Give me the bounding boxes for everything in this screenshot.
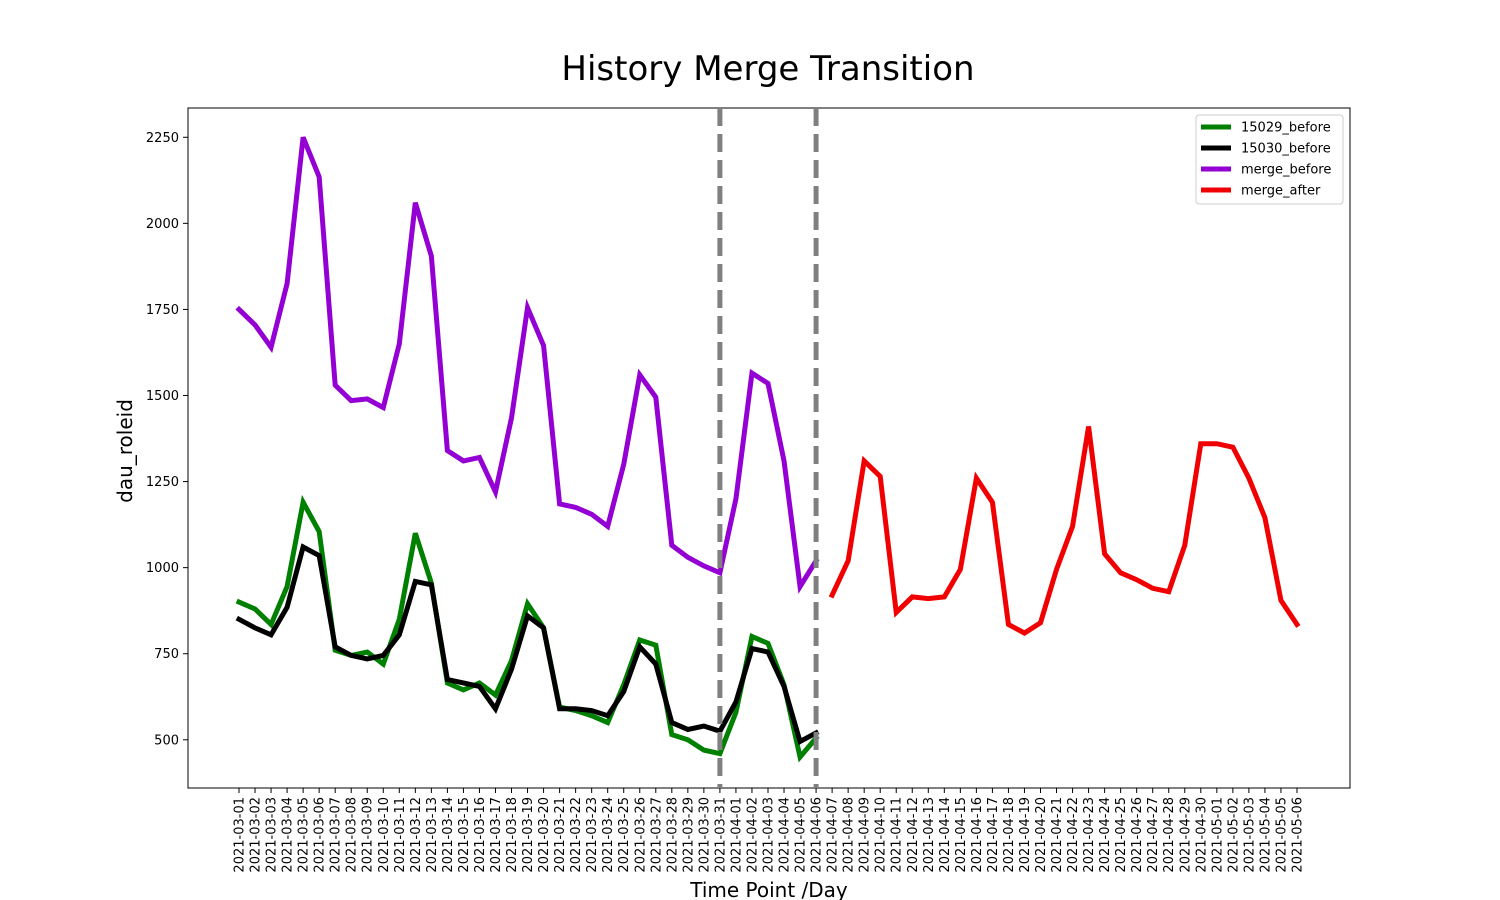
x-tick-label: 2021-04-19 <box>1018 797 1033 873</box>
x-tick-label: 2021-04-02 <box>745 797 760 873</box>
x-axis-label: Time Point /Day <box>689 878 848 900</box>
x-tick-label: 2021-03-08 <box>345 797 360 873</box>
series-line-15029_before <box>235 494 820 763</box>
x-tick-label: 2021-03-31 <box>713 797 728 873</box>
x-tick-label: 2021-04-30 <box>1194 797 1209 873</box>
x-tick-label: 2021-03-01 <box>233 797 248 873</box>
x-tick-label: 2021-04-14 <box>938 797 953 873</box>
x-tick-label: 2021-03-13 <box>425 797 440 873</box>
x-tick-label: 2021-04-18 <box>1002 797 1017 873</box>
x-tick-label: 2021-04-10 <box>874 797 889 873</box>
x-tick-label: 2021-05-03 <box>1242 797 1257 873</box>
x-tick-label: 2021-05-02 <box>1226 797 1241 873</box>
x-tick-label: 2021-04-13 <box>922 797 937 873</box>
y-axis: 500 750 1000 1250 1500 1750 2000 2250 <box>146 131 188 748</box>
x-tick-label: 2021-03-10 <box>377 797 392 873</box>
y-tick-label: 2000 <box>146 217 179 232</box>
x-tick-label: 2021-04-01 <box>729 797 744 873</box>
x-tick-label: 2021-04-29 <box>1178 797 1193 873</box>
x-tick-label: 2021-04-03 <box>761 797 776 873</box>
x-tick-label: 2021-04-25 <box>1114 797 1129 873</box>
x-tick-label: 2021-03-16 <box>473 797 488 873</box>
x-tick-label: 2021-03-29 <box>681 797 696 873</box>
x-tick-label: 2021-04-07 <box>826 797 841 873</box>
x-tick-label: 2021-04-17 <box>986 797 1001 873</box>
x-tick-label: 2021-03-22 <box>569 797 584 873</box>
x-tick-label: 2021-03-30 <box>697 797 712 873</box>
legend: 15029_before 15030_before merge_beforemerg… <box>1195 114 1344 205</box>
x-tick-label: 2021-03-20 <box>537 797 552 873</box>
legend-label-15029_before: 15029_before <box>1241 121 1331 136</box>
x-tick-label: 2021-04-22 <box>1066 797 1081 873</box>
x-tick-label: 2021-04-24 <box>1098 797 1113 873</box>
x-tick-label: 2021-03-02 <box>249 797 264 873</box>
y-tick-label: 2250 <box>146 131 179 146</box>
y-tick-label: 1500 <box>146 389 179 404</box>
x-tick-label: 2021-03-06 <box>313 797 328 873</box>
x-tick-label: 2021-03-28 <box>665 797 680 873</box>
x-tick-label: 2021-04-28 <box>1162 797 1177 873</box>
x-tick-label: 2021-04-20 <box>1034 797 1049 873</box>
x-tick-label: 2021-03-05 <box>297 797 312 873</box>
x-tick-label: 2021-04-04 <box>778 797 793 873</box>
x-tick-label: 2021-03-15 <box>457 797 472 873</box>
x-tick-label: 2021-03-14 <box>441 797 456 873</box>
plot-frame <box>187 107 1351 789</box>
x-tick-label: 2021-03-27 <box>649 797 664 873</box>
x-axis: 2021-03-01 2021-03-02 2021-03-03 2021-03-04… <box>233 788 1305 873</box>
x-tick-label: 2021-03-21 <box>553 797 568 873</box>
x-tick-label: 2021-03-04 <box>281 797 296 873</box>
legend-label-15030_before: 15030_before <box>1241 142 1331 157</box>
x-tick-label: 2021-03-07 <box>329 797 344 873</box>
series-line-merge_after <box>828 426 1301 636</box>
x-tick-label: 2021-05-05 <box>1274 797 1289 873</box>
x-tick-label: 2021-05-04 <box>1258 797 1273 873</box>
y-tick-label: 750 <box>154 647 179 662</box>
x-tick-label: 2021-04-09 <box>858 797 873 873</box>
y-axis-label: dau_roleid <box>113 399 137 503</box>
x-tick-label: 2021-03-18 <box>505 797 520 873</box>
x-tick-label: 2021-03-23 <box>585 797 600 873</box>
x-tick-label: 2021-04-12 <box>906 797 921 873</box>
x-tick-label: 2021-04-08 <box>842 797 857 873</box>
x-tick-label: 2021-05-01 <box>1210 797 1225 873</box>
series-line-15030_before <box>235 543 820 746</box>
x-tick-label: 2021-03-19 <box>521 797 536 873</box>
x-tick-label: 2021-03-26 <box>633 797 648 873</box>
x-tick-label: 2021-04-15 <box>954 797 969 873</box>
x-tick-label: 2021-04-16 <box>970 797 985 873</box>
x-tick-label: 2021-04-11 <box>890 797 905 873</box>
x-tick-label: 2021-03-11 <box>393 797 408 873</box>
x-tick-label: 2021-05-06 <box>1290 797 1305 873</box>
x-tick-label: 2021-03-25 <box>617 797 632 873</box>
legend-box <box>1195 114 1344 205</box>
y-tick-label: 1250 <box>146 475 179 490</box>
y-tick-label: 1000 <box>146 561 179 576</box>
y-tick-label: 500 <box>154 733 179 748</box>
x-tick-label: 2021-03-09 <box>361 797 376 873</box>
x-tick-label: 2021-04-26 <box>1130 797 1145 873</box>
y-tick-label: 1750 <box>146 303 179 318</box>
legend-label-merge_after: merge_after <box>1241 184 1321 199</box>
x-tick-label: 2021-04-27 <box>1146 797 1161 873</box>
x-tick-label: 2021-03-17 <box>489 797 504 873</box>
x-tick-label: 2021-03-24 <box>601 797 616 873</box>
x-tick-label: 2021-04-05 <box>794 797 809 873</box>
x-tick-label: 2021-04-06 <box>810 797 825 873</box>
x-tick-label: 2021-04-23 <box>1082 797 1097 873</box>
x-tick-label: 2021-03-03 <box>265 797 280 873</box>
x-tick-label: 2021-04-21 <box>1050 797 1065 873</box>
series-line-merge_before <box>235 136 820 594</box>
plot-area <box>187 107 1351 789</box>
legend-label-merge_before: merge_before <box>1241 163 1331 178</box>
chart-title: History Merge Transition <box>561 49 974 89</box>
x-tick-label: 2021-03-12 <box>409 797 424 873</box>
